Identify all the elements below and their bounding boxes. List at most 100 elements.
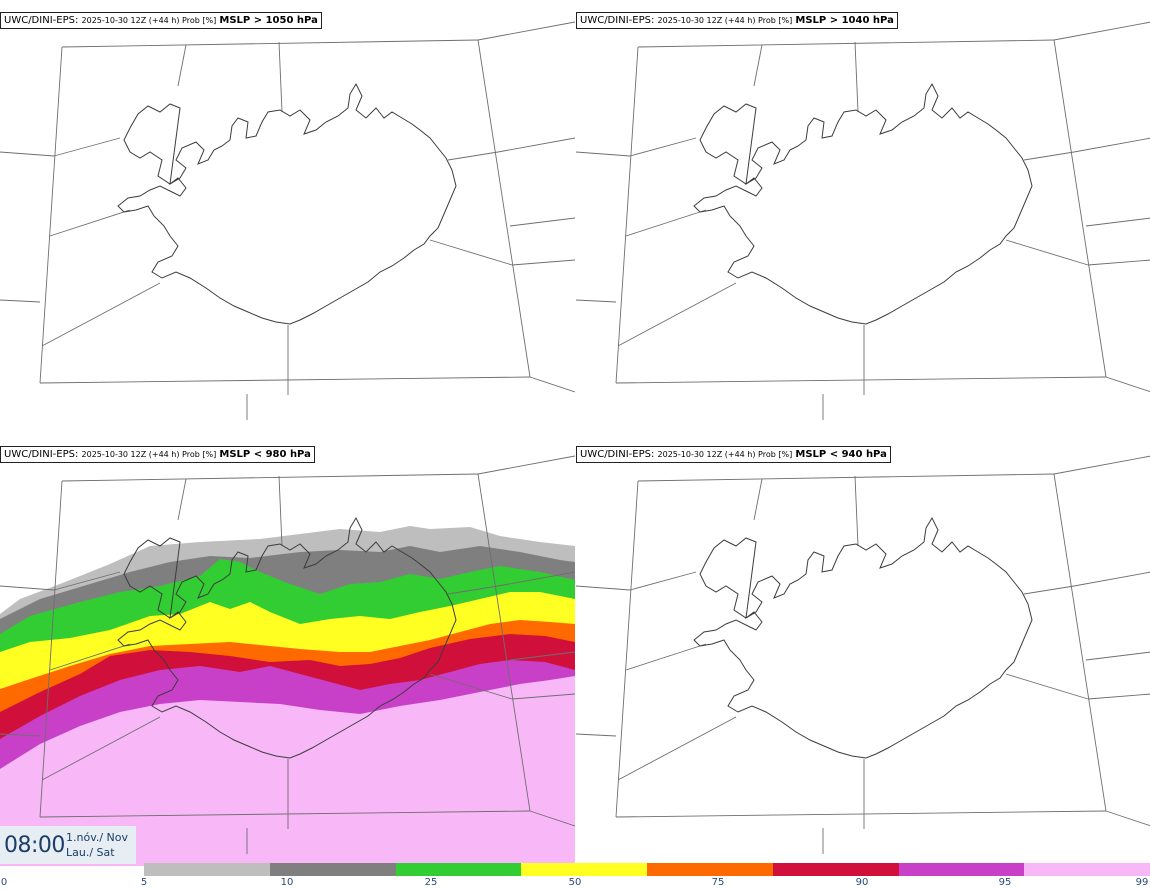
legend-swatch xyxy=(647,863,773,876)
graticule-line xyxy=(477,473,531,812)
graticule-line xyxy=(497,137,575,153)
graticule-line xyxy=(1053,21,1150,41)
color-legend-bar xyxy=(144,863,1150,876)
graticule-line xyxy=(509,217,575,227)
graticule-line xyxy=(854,475,859,547)
valid-time-date: 1.nóv./ Nov Lau./ Sat xyxy=(66,830,128,860)
graticule-line xyxy=(576,299,617,303)
graticule-line xyxy=(0,733,41,737)
valid-date-line2: Lau./ Sat xyxy=(66,846,115,859)
graticule-line xyxy=(529,376,575,393)
legend-swatch xyxy=(395,863,522,876)
graticule-line xyxy=(753,478,763,521)
map-panel-980: UWC/DINI-EPS: 2025-10-30 12Z (+44 h) Pro… xyxy=(0,434,575,866)
valid-time-box: 08:00 1.nóv./ Nov Lau./ Sat xyxy=(0,826,136,864)
graticule-line xyxy=(617,716,737,781)
graticule-line xyxy=(429,239,513,266)
graticule-line xyxy=(854,41,859,113)
graticule-line xyxy=(1005,673,1089,700)
graticule-line xyxy=(1087,693,1150,700)
legend-label: 99 xyxy=(1135,877,1149,888)
graticule-line xyxy=(49,209,131,237)
graticule-line xyxy=(497,571,575,587)
color-legend-labels: 0 5 10 25 50 75 90 95 99 xyxy=(0,877,1150,891)
graticule-line xyxy=(625,643,707,671)
graticule-line xyxy=(39,46,63,384)
graticule-line xyxy=(61,39,479,48)
iceland-coastline xyxy=(693,82,1033,325)
graticule-line xyxy=(477,21,575,41)
graticule-line xyxy=(617,282,737,347)
graticule-line xyxy=(1053,455,1150,475)
iceland-coastline xyxy=(117,82,457,325)
iceland-coastline xyxy=(693,516,1033,759)
graticule xyxy=(576,21,1150,420)
graticule-line xyxy=(39,376,531,384)
graticule-line xyxy=(615,376,1107,384)
graticule-line xyxy=(278,475,283,547)
legend-label: 25 xyxy=(424,877,438,888)
graticule-line xyxy=(41,716,161,781)
map-panel-1050: UWC/DINI-EPS: 2025-10-30 12Z (+44 h) Pro… xyxy=(0,0,575,432)
graticule-line xyxy=(278,41,283,113)
graticule-line xyxy=(1073,137,1150,153)
legend-label: 75 xyxy=(711,877,725,888)
graticule-line xyxy=(447,585,499,595)
graticule xyxy=(576,455,1150,854)
legend-swatch xyxy=(269,863,396,876)
graticule-line xyxy=(1073,571,1150,587)
graticule-line xyxy=(49,643,131,671)
graticule-line xyxy=(0,585,55,591)
graticule xyxy=(0,21,575,420)
graticule-line xyxy=(576,585,631,591)
map-panel-1040: UWC/DINI-EPS: 2025-10-30 12Z (+44 h) Pro… xyxy=(576,0,1150,432)
graticule-line xyxy=(1085,651,1150,661)
graticule-line xyxy=(576,733,617,737)
graticule-line xyxy=(629,571,697,591)
probability-field xyxy=(0,526,575,866)
panel-title: UWC/DINI-EPS: 2025-10-30 12Z (+44 h) Pro… xyxy=(576,446,891,463)
graticule-line xyxy=(615,810,1107,818)
graticule-line xyxy=(53,571,121,591)
graticule-line xyxy=(477,39,531,378)
legend-swatch xyxy=(772,863,899,876)
graticule-line xyxy=(637,39,1055,48)
graticule-line xyxy=(1053,473,1107,812)
graticule-line xyxy=(615,480,639,818)
graticule-line xyxy=(39,480,63,818)
graticule-line xyxy=(511,693,575,700)
graticule-line xyxy=(1087,259,1150,266)
graticule-line xyxy=(615,46,639,384)
graticule-line xyxy=(53,137,121,157)
legend-label: 90 xyxy=(855,877,869,888)
legend-label: 10 xyxy=(280,877,294,888)
legend-label: 5 xyxy=(140,877,148,888)
panel-title: UWC/DINI-EPS: 2025-10-30 12Z (+44 h) Pro… xyxy=(0,446,315,463)
graticule-line xyxy=(41,282,161,347)
map-canvas xyxy=(576,21,1150,420)
legend-swatch xyxy=(521,863,647,876)
legend-swatch xyxy=(144,863,270,876)
prob-band-99 xyxy=(0,676,575,866)
legend-swatch xyxy=(898,863,1025,876)
map-canvas xyxy=(576,455,1150,854)
graticule-line xyxy=(625,209,707,237)
graticule-line xyxy=(1053,39,1107,378)
graticule-line xyxy=(429,673,513,700)
graticule-line xyxy=(1085,217,1150,227)
panel-title: UWC/DINI-EPS: 2025-10-30 12Z (+44 h) Pro… xyxy=(576,12,898,29)
graticule-line xyxy=(629,137,697,157)
graticule xyxy=(0,455,575,854)
graticule-line xyxy=(511,259,575,266)
graticule-line xyxy=(477,455,575,475)
graticule-line xyxy=(177,44,187,87)
graticule-line xyxy=(1023,151,1075,161)
valid-date-line1: 1.nóv./ Nov xyxy=(66,831,129,844)
graticule-line xyxy=(61,473,479,482)
valid-time-clock: 08:00 xyxy=(4,833,65,858)
map-canvas xyxy=(0,21,575,420)
graticule-line xyxy=(39,810,531,818)
graticule-line xyxy=(447,151,499,161)
graticule-line xyxy=(509,651,575,661)
iceland-coastline xyxy=(117,516,457,759)
